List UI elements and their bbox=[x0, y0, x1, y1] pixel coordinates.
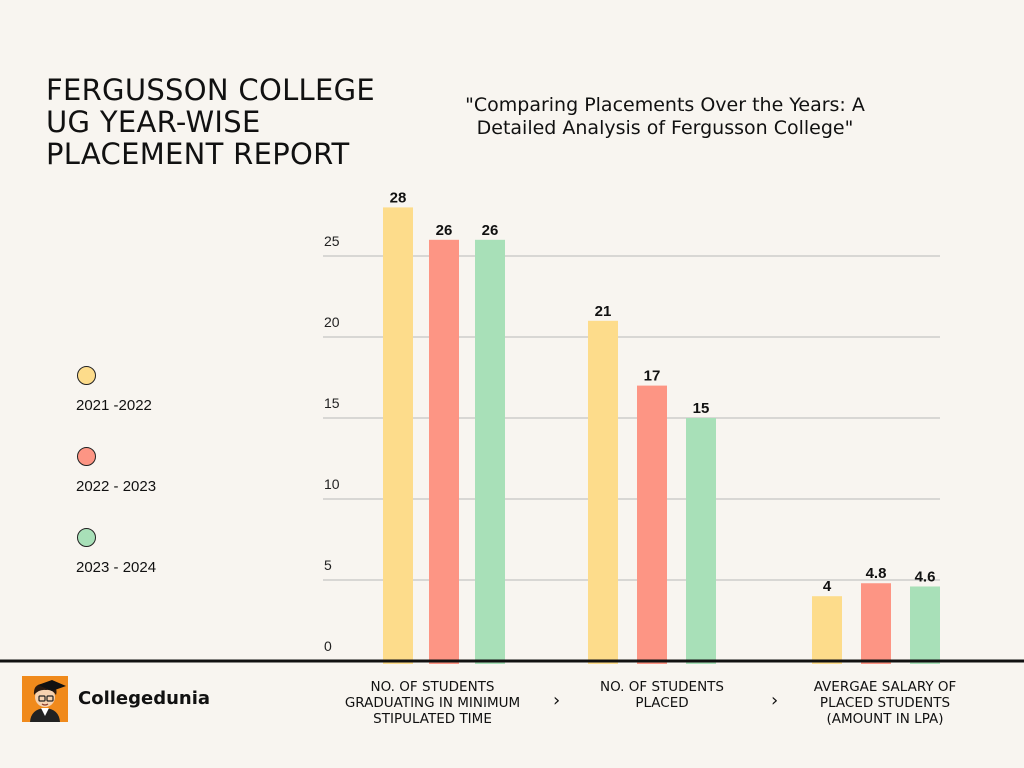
data-label: 17 bbox=[644, 368, 661, 385]
category-label-graduating: NO. OF STUDENTS GRADUATING IN MINIMUM ST… bbox=[320, 679, 545, 727]
chart-title-line: PLACEMENT REPORT bbox=[46, 137, 350, 171]
y-tick-label: 25 bbox=[324, 233, 340, 249]
data-label: 26 bbox=[436, 222, 453, 239]
data-label: 21 bbox=[595, 303, 612, 320]
legend-swatch bbox=[77, 366, 96, 385]
bar bbox=[812, 596, 842, 664]
bar bbox=[588, 320, 618, 664]
legend-item-2023-2024: 2023 - 2024 bbox=[76, 528, 236, 578]
chart-title-line: UG YEAR-WISE bbox=[46, 105, 261, 139]
bar bbox=[910, 586, 940, 664]
data-label: 26 bbox=[482, 222, 499, 239]
chevron-right-icon: › bbox=[553, 690, 561, 711]
bar bbox=[637, 385, 667, 664]
legend-swatch bbox=[77, 447, 96, 466]
data-label: 4 bbox=[823, 578, 832, 595]
chart-title-line: FERGUSSON COLLEGE bbox=[46, 73, 376, 107]
legend-item-2021-2022: 2021 -2022 bbox=[76, 366, 236, 416]
bar bbox=[475, 239, 505, 665]
category-label-salary: AVERGAE SALARY OF PLACED STUDENTS (AMOUN… bbox=[795, 679, 975, 727]
bar bbox=[429, 239, 459, 665]
data-label: 4.8 bbox=[866, 565, 887, 582]
data-label: 28 bbox=[390, 189, 407, 206]
category-label-line: GRADUATING IN MINIMUM bbox=[344, 695, 521, 711]
category-label-placed: NO. OF STUDENTS PLACED bbox=[574, 679, 750, 711]
category-label-line: NO. OF STUDENTS bbox=[370, 679, 495, 695]
category-label-line: NO. OF STUDENTS bbox=[600, 679, 724, 695]
legend-item-2022-2023: 2022 - 2023 bbox=[76, 447, 236, 497]
category-label-line: STIPULATED TIME bbox=[373, 711, 492, 727]
category-label-line: PLACED STUDENTS bbox=[819, 695, 951, 711]
data-label: 15 bbox=[693, 400, 710, 417]
data-label: 4.6 bbox=[915, 568, 936, 585]
bar bbox=[686, 418, 716, 664]
category-label-line: PLACED bbox=[635, 695, 689, 711]
chart-subtitle-line: "Comparing Placements Over the Years: A bbox=[465, 94, 865, 116]
legend-swatch bbox=[77, 528, 96, 547]
collegedunia-logo: Collegedunia bbox=[22, 676, 242, 722]
y-tick-label: 5 bbox=[324, 557, 332, 573]
legend-label: 2022 - 2023 bbox=[76, 478, 157, 495]
y-tick-label: 20 bbox=[324, 314, 340, 330]
legend-label: 2021 -2022 bbox=[76, 397, 152, 414]
brand-name: Collegedunia bbox=[78, 688, 211, 709]
legend-label: 2023 - 2024 bbox=[76, 559, 157, 576]
y-tick-label: 0 bbox=[324, 638, 332, 654]
category-label-line: AVERGAE SALARY OF bbox=[813, 679, 957, 695]
y-tick-label: 10 bbox=[324, 476, 340, 492]
category-label-line: (AMOUNT IN LPA) bbox=[826, 711, 944, 727]
logo-mascot-icon bbox=[22, 676, 68, 722]
bar bbox=[861, 583, 891, 664]
bar bbox=[383, 207, 413, 664]
chart-subtitle: "Comparing Placements Over the Years: A … bbox=[420, 94, 910, 140]
chart-title: FERGUSSON COLLEGE UG YEAR-WISE PLACEMENT… bbox=[46, 74, 426, 170]
chart-subtitle-line: Detailed Analysis of Fergusson College" bbox=[476, 117, 854, 139]
chevron-right-icon: › bbox=[771, 690, 779, 711]
y-tick-label: 15 bbox=[324, 395, 340, 411]
